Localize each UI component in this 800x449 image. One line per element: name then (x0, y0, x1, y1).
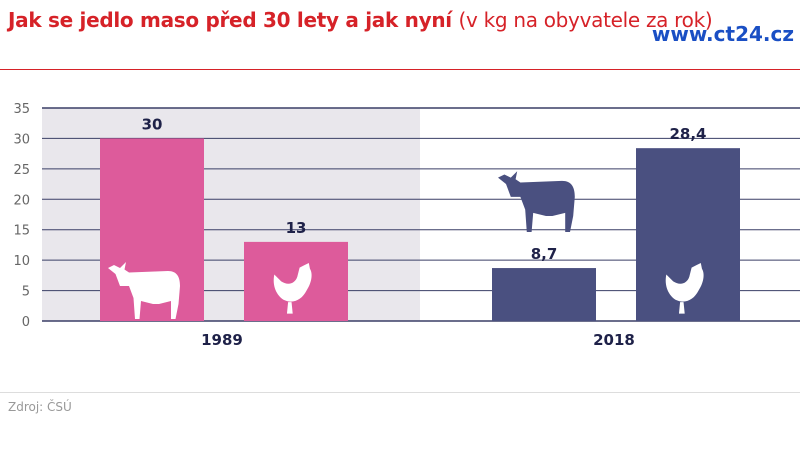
footer-divider (0, 392, 800, 393)
title-divider (0, 69, 800, 70)
y-tick-label: 0 (22, 315, 30, 330)
highlight-background (42, 108, 420, 321)
bar-value-label: 13 (286, 219, 307, 237)
source-note: Zdroj: ČSÚ (8, 400, 72, 414)
bar-2018-cow (492, 268, 596, 321)
x-category-label: 1989 (201, 331, 243, 349)
chart-title: Jak se jedlo maso před 30 lety a jak nyn… (8, 8, 713, 32)
y-tick-label: 5 (22, 285, 30, 300)
bar-value-label: 28,4 (669, 125, 706, 143)
bar-value-label: 8,7 (531, 245, 558, 263)
y-tick-label: 20 (13, 193, 30, 208)
y-tick-label: 30 (13, 132, 30, 147)
cow-icon (498, 171, 575, 233)
bar-value-label: 30 (142, 115, 163, 133)
y-tick-label: 10 (13, 254, 30, 269)
x-category-label: 2018 (593, 331, 635, 349)
chicken-icon (273, 263, 312, 314)
brand-link[interactable]: www.ct24.cz (651, 22, 794, 46)
cow-icon (108, 262, 180, 319)
y-tick-label: 15 (13, 224, 30, 239)
y-tick-label: 25 (13, 163, 30, 178)
y-tick-label: 35 (13, 102, 30, 117)
chicken-icon (665, 263, 704, 314)
